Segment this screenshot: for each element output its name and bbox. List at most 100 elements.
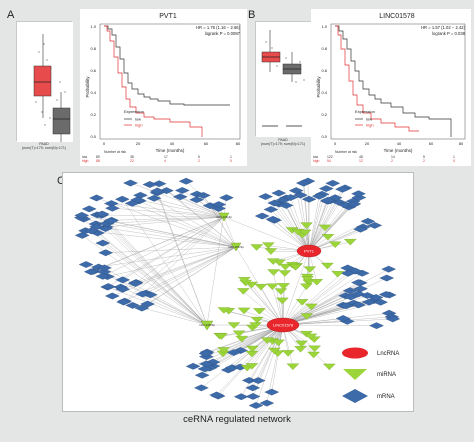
mrna-node xyxy=(104,292,120,300)
mirna-node xyxy=(286,363,300,370)
mrna-node xyxy=(373,298,388,306)
km-b-svg: LINC01578 HR = 1.57 (1.02 − 2.42) logran… xyxy=(316,13,466,153)
hub-lncrna-pvt1-label: PVT1 xyxy=(304,249,315,254)
mrna-node xyxy=(351,279,366,286)
mrna-node xyxy=(174,187,190,194)
mrna-node xyxy=(250,377,266,384)
mirna-node xyxy=(308,345,321,352)
mrna-node xyxy=(379,274,395,282)
km-a-xlabel: Time (months) xyxy=(156,148,185,153)
boxplot-a-sublabel: (num(T)=179; num(N)=171) xyxy=(21,146,67,150)
mrna-node xyxy=(340,269,356,277)
svg-text:1.0: 1.0 xyxy=(90,24,96,29)
hub-lncrna-linc01578 xyxy=(266,317,300,333)
mrna-node xyxy=(296,179,311,187)
network-caption: ceRNA regulated network xyxy=(183,414,291,425)
mrna-node xyxy=(98,249,114,257)
mrna-node xyxy=(198,350,214,357)
mrna-node xyxy=(219,194,234,202)
mrna-node xyxy=(325,179,341,187)
km-b-title: LINC01578 xyxy=(379,13,415,20)
mirna-node xyxy=(245,363,259,370)
mrna-node xyxy=(267,199,283,207)
mirna-node xyxy=(303,266,317,273)
km-b-risk-table: Number at risk low 122 48 14 5 1 high 54… xyxy=(313,150,471,164)
svg-text:0: 0 xyxy=(334,141,337,146)
mirna-node xyxy=(232,330,246,337)
mirna-node xyxy=(266,258,280,265)
svg-text:40: 40 xyxy=(397,141,402,146)
legend-lncrna-label: LncRNA xyxy=(377,351,399,357)
mrna-node xyxy=(104,200,119,207)
mrna-node xyxy=(194,371,210,379)
hub-mirna-3-label: miR-149-5p xyxy=(199,323,215,327)
mrna-node xyxy=(116,298,132,306)
mrna-node xyxy=(115,276,131,284)
svg-text:0.8: 0.8 xyxy=(90,46,96,51)
network-mrna-nodes xyxy=(73,177,401,409)
svg-text:0: 0 xyxy=(103,141,106,146)
svg-text:Expression: Expression xyxy=(355,109,375,114)
mirna-node xyxy=(331,271,345,278)
mirna-node xyxy=(268,347,281,355)
km-a-p: logrank P = 0.0087 xyxy=(205,31,241,36)
mrna-node xyxy=(278,202,294,209)
mrna-node xyxy=(127,280,143,287)
mirna-node xyxy=(304,303,318,311)
mirna-node xyxy=(318,224,332,232)
network-legend: LncRNA miRNA mRNA xyxy=(342,347,399,403)
mirna-node xyxy=(253,308,266,315)
mrna-node xyxy=(178,177,194,185)
mrna-node xyxy=(320,196,336,204)
km-a-ylabel: Probability xyxy=(85,76,90,98)
mirna-node xyxy=(246,345,259,353)
hub-mirna-3 xyxy=(200,320,214,331)
mrna-node xyxy=(101,283,116,290)
network-mirna-nodes xyxy=(213,222,357,372)
mrna-node xyxy=(233,393,249,401)
svg-text:0.0: 0.0 xyxy=(321,134,327,139)
mrna-node xyxy=(197,365,213,373)
mirna-node xyxy=(294,346,307,353)
mirna-node xyxy=(249,322,262,329)
mirna-node xyxy=(298,229,312,237)
mirna-node xyxy=(262,242,275,249)
mrna-node xyxy=(135,290,150,298)
km-a-title: PVT1 xyxy=(159,13,177,20)
svg-text:0.0: 0.0 xyxy=(90,134,96,139)
svg-text:Expression: Expression xyxy=(124,109,144,114)
mrna-node xyxy=(115,285,131,293)
svg-text:0.2: 0.2 xyxy=(321,112,327,117)
mirna-node xyxy=(266,283,279,290)
km-b-legend: Expression low high xyxy=(355,109,375,128)
mrna-node xyxy=(360,217,376,225)
mirna-node xyxy=(300,222,313,229)
hub-mirna-1-label: miR-128-3p xyxy=(216,215,232,219)
mrna-node xyxy=(264,388,280,396)
mrna-node xyxy=(340,264,356,272)
mrna-node xyxy=(211,201,227,208)
boxplot-b-label: PAAD xyxy=(278,138,288,142)
mrna-node xyxy=(83,227,99,235)
mrna-node xyxy=(149,187,165,195)
mrna-node xyxy=(81,205,97,213)
km-b-ylabel: Probability xyxy=(316,76,321,98)
svg-text:20: 20 xyxy=(365,141,370,146)
mirna-node xyxy=(238,277,251,284)
mirna-node xyxy=(276,297,289,305)
mirna-node xyxy=(310,279,324,286)
mrna-node xyxy=(123,179,138,187)
svg-text:0.4: 0.4 xyxy=(90,90,96,95)
mirna-node xyxy=(299,283,313,290)
mrna-node xyxy=(146,194,162,202)
boxplot-b-sublabel: (num(T)=179; num(N)=171) xyxy=(260,142,306,146)
mrna-node xyxy=(196,192,211,199)
mirna-node xyxy=(267,269,280,276)
mirna-node xyxy=(250,244,264,251)
boxplot-a-normal-box xyxy=(52,107,71,135)
km-b-risk-title: Number at risk xyxy=(335,150,358,154)
svg-text:0.8: 0.8 xyxy=(321,46,327,51)
mirna-node xyxy=(321,262,334,270)
mrna-node xyxy=(245,384,261,392)
mrna-node xyxy=(263,206,279,213)
